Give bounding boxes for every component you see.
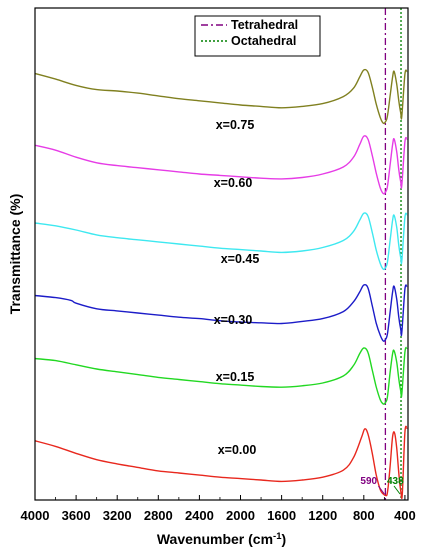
series-line-x=0.75 (35, 68, 408, 125)
series-label: x=0.60 (214, 176, 253, 190)
series-label: x=0.75 (216, 118, 255, 132)
legend-label: Tetrahedral (231, 18, 298, 32)
x-tick-label: 2400 (185, 508, 214, 523)
y-axis-title: Transmittance (%) (7, 194, 23, 315)
legend-box (194, 15, 321, 57)
series-line-x=0.00 (35, 425, 408, 500)
x-tick-label: 3200 (103, 508, 132, 523)
legend-label: Octahedral (231, 34, 296, 48)
x-tick-label: 800 (353, 508, 375, 523)
annotation-590: 590 (360, 476, 377, 487)
x-tick-label: 1600 (267, 508, 296, 523)
series-line-x=0.60 (35, 135, 408, 195)
x-tick-label: 3600 (62, 508, 91, 523)
x-tick-label: 2000 (226, 508, 255, 523)
x-tick-label: 400 (394, 508, 416, 523)
series-label: x=0.15 (216, 370, 255, 384)
x-tick-label: 2800 (144, 508, 173, 523)
series-label: x=0.45 (221, 252, 260, 266)
x-tick-label: 4000 (21, 508, 50, 523)
series-line-x=0.45 (35, 212, 408, 271)
series-label: x=0.00 (218, 443, 257, 457)
annotation-590-arrow (377, 485, 385, 495)
annotation-438: 438 (387, 476, 404, 487)
x-axis-title: Wavenumber (cm-1) (157, 531, 286, 547)
series-label: x=0.30 (214, 313, 253, 327)
series-line-x=0.30 (35, 283, 408, 342)
annotation-438-arrow (393, 485, 401, 495)
x-tick-label: 1200 (308, 508, 337, 523)
plot-frame (34, 7, 409, 501)
series-line-x=0.15 (35, 346, 408, 405)
